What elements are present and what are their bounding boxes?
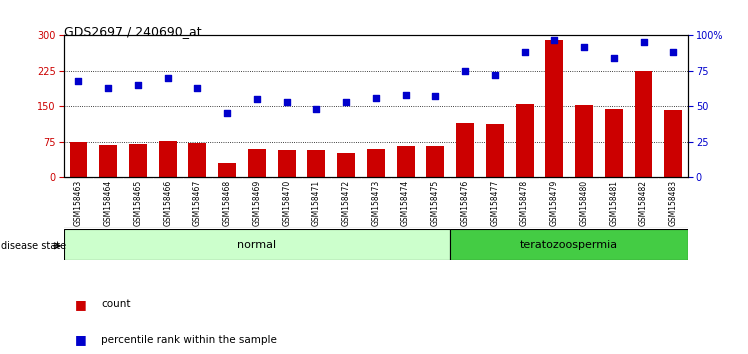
Point [251,96,263,102]
Bar [367,149,384,177]
Text: GSM158464: GSM158464 [104,179,113,226]
Bar [450,229,688,260]
Point [340,99,352,105]
Point [518,50,530,55]
Text: GSM158483: GSM158483 [669,179,678,226]
Text: GSM158476: GSM158476 [461,179,470,226]
Bar [129,144,147,177]
Bar [188,143,206,177]
Text: GSM158469: GSM158469 [252,179,261,226]
Bar [396,146,414,177]
Point [608,55,620,61]
Bar [307,150,325,177]
Bar [545,40,563,177]
Bar [456,123,474,177]
Text: disease state: disease state [1,241,66,251]
Text: GSM158465: GSM158465 [133,179,142,226]
Bar [634,71,652,177]
Point [310,106,322,112]
Point [191,85,203,91]
Point [548,37,560,42]
Point [73,78,85,84]
Bar [426,146,444,177]
Text: GSM158467: GSM158467 [193,179,202,226]
Point [280,99,292,105]
Text: GSM158480: GSM158480 [580,179,589,226]
Bar [664,109,682,177]
Text: GSM158474: GSM158474 [401,179,410,226]
Text: ■: ■ [75,333,87,346]
Text: GSM158478: GSM158478 [520,179,529,226]
Bar [99,145,117,177]
Text: GDS2697 / 240690_at: GDS2697 / 240690_at [64,25,201,38]
Bar [70,142,88,177]
Text: GSM158466: GSM158466 [163,179,172,226]
Text: GSM158481: GSM158481 [610,179,619,225]
Point [667,50,679,55]
Text: GSM158472: GSM158472 [342,179,351,226]
Bar [486,124,503,177]
Point [578,44,590,50]
Point [162,75,174,81]
Point [370,95,381,101]
Text: GSM158479: GSM158479 [550,179,559,226]
Text: teratozoospermia: teratozoospermia [520,240,619,250]
Text: GSM158475: GSM158475 [431,179,440,226]
Point [132,82,144,88]
Bar [605,109,623,177]
Point [102,85,114,91]
Bar [218,163,236,177]
Text: percentile rank within the sample: percentile rank within the sample [101,335,277,345]
Point [399,92,411,98]
Text: GSM158482: GSM158482 [639,179,648,225]
Text: ■: ■ [75,298,87,311]
Text: count: count [101,299,130,309]
Bar [248,149,266,177]
Text: GSM158473: GSM158473 [371,179,381,226]
Text: GSM158470: GSM158470 [282,179,291,226]
Text: GSM158463: GSM158463 [74,179,83,226]
Bar [575,105,593,177]
Point [429,93,441,99]
Text: GSM158477: GSM158477 [491,179,500,226]
Text: GSM158468: GSM158468 [223,179,232,226]
Text: normal: normal [237,240,277,250]
Bar [278,150,295,177]
Point [221,110,233,116]
Point [637,40,649,45]
Point [459,68,471,74]
Text: GSM158471: GSM158471 [312,179,321,226]
Bar [64,229,450,260]
Bar [337,153,355,177]
Bar [515,104,533,177]
Point [489,72,501,78]
Bar [159,141,177,177]
